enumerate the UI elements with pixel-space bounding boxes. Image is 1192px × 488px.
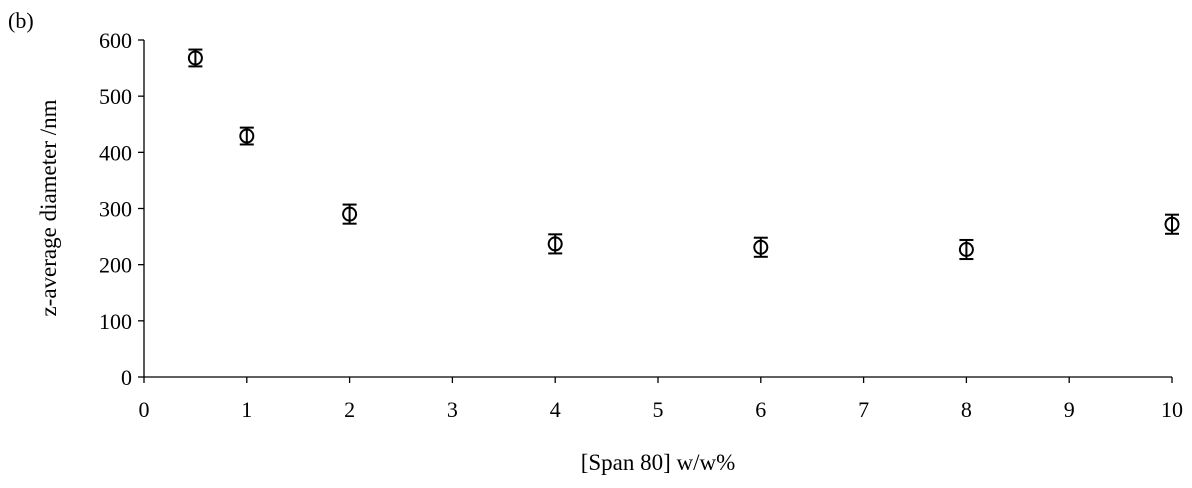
data-point-6 (1164, 213, 1180, 235)
x-tick-label-7: 7 (858, 397, 869, 422)
tick-labels: 0 100 200 300 400 500 600 0 1 2 3 4 5 6 7 8 9 10 (99, 28, 1183, 422)
x-tick-label-8: 8 (961, 397, 972, 422)
data-point-0 (187, 48, 203, 68)
x-tick-label-3: 3 (447, 397, 458, 422)
y-tick-label-4: 400 (99, 140, 132, 165)
marker (239, 128, 255, 144)
marker (187, 50, 203, 66)
x-tick-label-2: 2 (344, 397, 355, 422)
x-tick-label-6: 6 (755, 397, 766, 422)
y-tick-label-0: 0 (121, 365, 132, 390)
y-tick-label-2: 200 (99, 253, 132, 278)
x-tick-label-0: 0 (139, 397, 150, 422)
panel-label: (b) (8, 8, 34, 33)
marker (342, 206, 358, 222)
x-tick-label-1: 1 (241, 397, 252, 422)
marker (1164, 216, 1180, 232)
axes (138, 39, 1173, 383)
data-point-3 (547, 233, 563, 255)
y-axis-title: z-average diameter /nm (36, 99, 61, 316)
data-point-4 (753, 236, 769, 258)
x-tick-label-5: 5 (653, 397, 664, 422)
data-point-1 (239, 126, 255, 146)
marker (958, 242, 974, 258)
y-tick-label-1: 100 (99, 309, 132, 334)
marker (753, 239, 769, 255)
y-tick-label-3: 300 (99, 197, 132, 222)
marker (547, 236, 563, 252)
x-tick-label-4: 4 (550, 397, 561, 422)
y-tick-label-6: 600 (99, 28, 132, 53)
data-points (187, 48, 1180, 261)
y-tick-label-5: 500 (99, 84, 132, 109)
data-point-2 (342, 203, 358, 225)
data-point-5 (958, 238, 974, 261)
x-tick-label-10: 10 (1161, 397, 1183, 422)
x-axis-title: [Span 80] w/w% (581, 450, 736, 475)
x-tick-label-9: 9 (1064, 397, 1075, 422)
